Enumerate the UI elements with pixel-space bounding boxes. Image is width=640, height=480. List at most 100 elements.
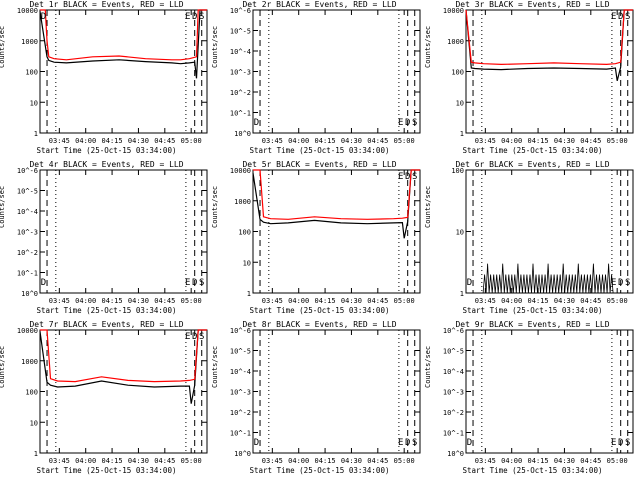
det-3r-plot: 1 10 100 1000 10000 03:45 04:00 04:15 04:30 04:45… [443, 7, 634, 145]
marker-letter: E [185, 278, 190, 288]
marker-letter: E [185, 332, 190, 342]
x-tick-label: 03:45 [475, 297, 496, 305]
events-series-line [39, 329, 207, 404]
x-tick-label: 04:00 [501, 457, 522, 465]
y-tick-label: 10000 [17, 7, 38, 15]
lld-series-line [40, 329, 207, 383]
y-tick-label: 100 [25, 389, 38, 397]
x-tick-label: 03:45 [262, 297, 283, 305]
y-tick-label: 1 [460, 290, 464, 298]
y-tick-label: 10 [30, 419, 38, 427]
det-8r-plot: 10^0 10^-1 10^-2 10^-3 10^-4 10^-5 10^-6 03:45 0… [230, 327, 421, 465]
panel-title: Det 9r BLACK = Events, RED = LLD [455, 320, 610, 329]
det-5r-plot: 1 10 100 1000 10000 03:45 04:00 04:15 04:30 04:45… [230, 167, 421, 305]
y-tick-label: 100 [451, 167, 464, 175]
x-tick-label: 04:45 [367, 297, 388, 305]
marker-letter: D [618, 278, 623, 288]
y-tick-label: 100 [238, 229, 251, 237]
y-tick-label: 10^-3 [443, 389, 464, 397]
x-tick-label: 04:00 [75, 457, 96, 465]
det-2r-panel: Det 2r BLACK = Events, RED = LLD Counts/… [211, 0, 426, 160]
x-tick-label: 05:00 [181, 137, 202, 145]
marker-letter: S [412, 438, 417, 448]
y-tick-label: 10 [30, 99, 38, 107]
x-axis-label: Start Time (25-Oct-15 03:34:00) [462, 146, 603, 155]
panel-title: Det 6r BLACK = Events, RED = LLD [455, 160, 610, 169]
panel-title: Det 3r BLACK = Events, RED = LLD [455, 0, 610, 9]
x-tick-label: 04:00 [501, 297, 522, 305]
det-4r-panel: Det 4r BLACK = Events, RED = LLD Counts/… [0, 160, 213, 320]
plot-frame [252, 329, 421, 454]
marker-letter: D [192, 12, 197, 22]
y-tick-label: 1000 [21, 358, 38, 366]
plot-frame [465, 9, 634, 134]
x-tick-label: 04:15 [102, 137, 123, 145]
marker-letter: S [625, 12, 630, 22]
marker-letter: E [611, 438, 616, 448]
plot-frame [252, 169, 421, 294]
y-tick-label: 10000 [230, 167, 251, 175]
x-tick-label: 04:30 [128, 297, 149, 305]
x-tick-label: 04:30 [341, 137, 362, 145]
marker-letter: D [618, 438, 623, 448]
y-tick-label: 10^-4 [230, 48, 251, 56]
y-tick-label: 10^-4 [17, 208, 38, 216]
y-tick-label: 100 [25, 69, 38, 77]
marker-letter: S [199, 12, 204, 22]
y-tick-label: 1 [247, 290, 251, 298]
events-series-line [480, 263, 614, 294]
x-tick-label: 04:15 [528, 137, 549, 145]
x-tick-label: 05:00 [181, 297, 202, 305]
y-tick-label: 10^-3 [230, 389, 251, 397]
x-axis-label: Start Time (25-Oct-15 03:34:00) [462, 466, 603, 475]
x-tick-label: 03:45 [262, 137, 283, 145]
y-tick-label: 10^-5 [17, 188, 38, 196]
x-tick-label: 04:45 [367, 137, 388, 145]
x-tick-label: 04:30 [341, 457, 362, 465]
x-tick-label: 04:15 [315, 457, 336, 465]
x-tick-label: 03:45 [262, 457, 283, 465]
panel-title: Det 7r BLACK = Events, RED = LLD [29, 320, 184, 329]
events-series-line [252, 169, 420, 239]
marker-letter: S [199, 332, 204, 342]
x-tick-label: 04:45 [580, 297, 601, 305]
y-tick-label: 10 [243, 259, 251, 267]
y-tick-label: 10^0 [234, 130, 251, 138]
y-tick-label: 10^0 [234, 450, 251, 458]
marker-letter: D [405, 172, 410, 182]
y-tick-label: 10^-1 [17, 270, 38, 278]
det-9r-panel: Det 9r BLACK = Events, RED = LLD Counts/… [424, 320, 639, 480]
marker-letter: E [398, 172, 403, 182]
x-tick-label: 04:00 [75, 137, 96, 145]
x-tick-label: 04:30 [554, 457, 575, 465]
x-tick-label: 04:00 [501, 137, 522, 145]
y-tick-label: 10^-3 [17, 229, 38, 237]
x-tick-label: 05:00 [181, 457, 202, 465]
x-tick-label: 05:00 [394, 137, 415, 145]
y-tick-label: 1 [460, 130, 464, 138]
marker-letter: E [611, 12, 616, 22]
x-tick-label: 04:15 [102, 297, 123, 305]
marker-letter: S [199, 278, 204, 288]
x-tick-label: 04:30 [554, 297, 575, 305]
y-tick-label: 1000 [447, 38, 464, 46]
plot-frame [39, 9, 208, 134]
marker-letter: D [192, 278, 197, 288]
marker-letter: D [405, 438, 410, 448]
y-tick-label: 10^-6 [443, 327, 464, 335]
x-tick-label: 05:00 [607, 137, 628, 145]
marker-letter: S [625, 438, 630, 448]
det-1r-plot: 1 10 100 1000 10000 03:45 04:00 04:15 04:30 04:45… [17, 7, 208, 145]
plot-frame [39, 169, 208, 294]
plot-frame [465, 329, 634, 454]
x-tick-label: 04:45 [154, 297, 175, 305]
x-tick-label: 04:45 [154, 457, 175, 465]
x-tick-label: 03:45 [49, 297, 70, 305]
marker-letter: D [618, 12, 623, 22]
y-tick-label: 1000 [21, 38, 38, 46]
y-tick-label: 10^-5 [230, 348, 251, 356]
marker-letter: E [398, 118, 403, 128]
x-tick-label: 04:00 [288, 297, 309, 305]
y-tick-label: 10^-4 [230, 368, 251, 376]
